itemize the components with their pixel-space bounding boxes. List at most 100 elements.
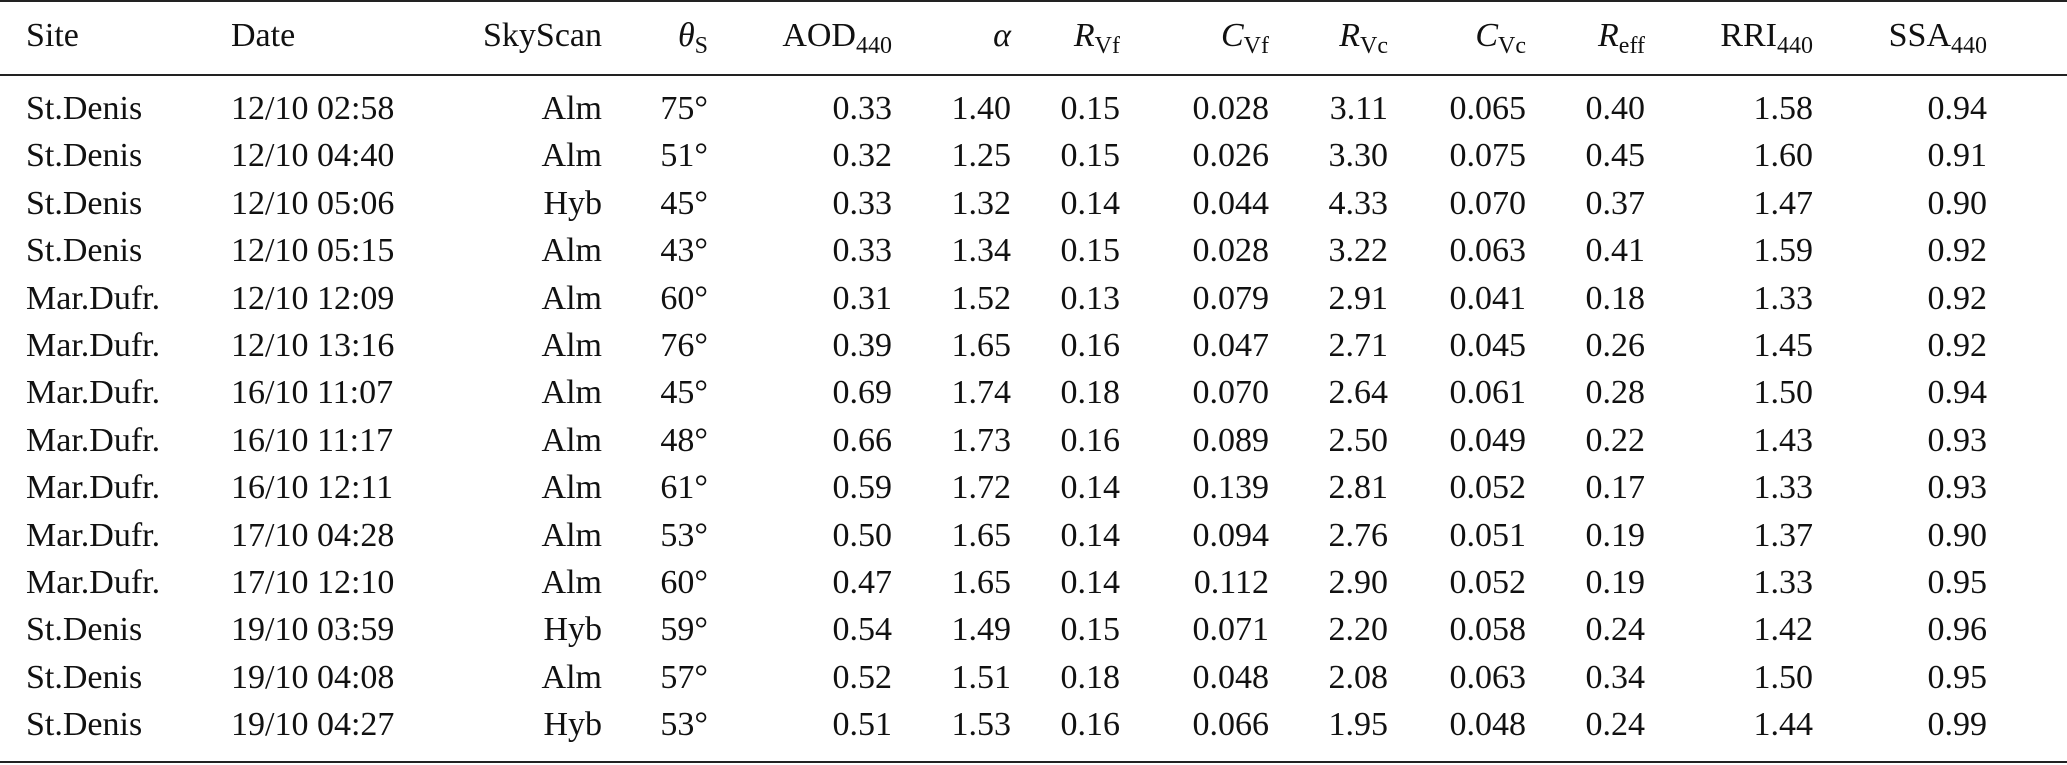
table-cell: 1.73 (951, 421, 1012, 459)
table-cell: 0.041 (1449, 279, 1527, 317)
table-cell: St.Denis (26, 184, 143, 222)
table-cell: 0.90 (1927, 516, 1988, 554)
table-cell: 1.33 (1753, 279, 1814, 317)
table-cell: 3.30 (1328, 137, 1389, 175)
table-cell: 76° (660, 327, 708, 364)
header-cell: α (993, 16, 1011, 56)
table-cell: St.Denis (26, 137, 143, 175)
table-cell: 1.50 (1753, 374, 1814, 412)
table-cell: 0.19 (1585, 564, 1646, 601)
table-cell: 0.15 (1060, 137, 1121, 175)
header-cell: Date (231, 16, 295, 56)
table-cell: 0.45 (1585, 137, 1646, 175)
header-subscript: Vc (1498, 33, 1526, 59)
table-cell: 0.95 (1927, 564, 1988, 601)
table-cell: St.Denis (26, 706, 143, 744)
table-cell: 0.049 (1449, 421, 1527, 459)
table-cell: 0.028 (1192, 90, 1270, 127)
header-text: SkyScan (483, 17, 602, 54)
table-cell: 12/10 12:09 (231, 279, 395, 317)
table-cell: 2.08 (1328, 658, 1389, 696)
table-cell: 0.93 (1927, 469, 1988, 507)
table-cell: 1.45 (1753, 327, 1814, 364)
table-cell: St.Denis (26, 658, 143, 696)
table-cell: 0.99 (1927, 706, 1988, 744)
table-cell: St.Denis (26, 232, 143, 270)
table-cell: 0.33 (832, 90, 893, 127)
table-cell: 0.19 (1585, 516, 1646, 554)
table-cell: 0.90 (1927, 184, 1988, 222)
header-text: RRI (1720, 17, 1777, 54)
header-cell: CVc (1475, 16, 1526, 59)
table-cell: 0.28 (1585, 374, 1646, 412)
table-cell: 0.028 (1192, 232, 1270, 270)
table-cell: 0.071 (1192, 611, 1270, 649)
table-cell: 0.079 (1192, 279, 1270, 317)
table-cell: 0.50 (832, 516, 893, 554)
table-cell: 0.14 (1060, 184, 1121, 222)
table-cell: 0.24 (1585, 706, 1646, 744)
table-cell: 45° (660, 184, 708, 222)
table-cell: 0.061 (1449, 374, 1527, 412)
table-cell: 0.052 (1449, 564, 1527, 601)
table-cell: 1.37 (1753, 516, 1814, 554)
table-cell: 1.72 (951, 469, 1012, 507)
header-text: α (993, 17, 1011, 54)
table-cell: Mar.Dufr. (26, 421, 161, 459)
table-cell: 16/10 11:17 (231, 421, 394, 459)
table-cell: 1.52 (951, 279, 1012, 317)
table-cell: 0.14 (1060, 516, 1121, 554)
header-text: SSA (1888, 17, 1951, 54)
table-cell: 0.063 (1449, 658, 1527, 696)
table-cell: St.Denis (26, 90, 143, 127)
table-cell: 0.95 (1927, 658, 1988, 696)
table-cell: 0.063 (1449, 232, 1527, 270)
table-cell: 53° (660, 516, 708, 554)
table-cell: 17/10 12:10 (231, 564, 395, 601)
table-cell: 16/10 11:07 (231, 374, 394, 412)
header-cell: CVf (1221, 16, 1269, 59)
table-cell: 0.52 (832, 658, 893, 696)
table-cell: 61° (660, 469, 708, 507)
table-cell: 0.047 (1192, 327, 1270, 364)
table-cell: Mar.Dufr. (26, 516, 161, 554)
table-cell: 19/10 03:59 (231, 611, 395, 649)
header-subscript: Vf (1094, 33, 1120, 59)
header-text: R (1073, 17, 1095, 54)
table-cell: 0.070 (1192, 374, 1270, 412)
header-subscript: 440 (1777, 33, 1813, 59)
table-cell: 0.40 (1585, 90, 1646, 127)
table-cell: 0.13 (1060, 279, 1121, 317)
table-cell: 12/10 05:06 (231, 184, 395, 222)
header-text: R (1339, 17, 1361, 54)
table-cell: Hyb (543, 706, 602, 744)
table-cell: 19/10 04:08 (231, 658, 395, 696)
table-cell: 0.69 (832, 374, 893, 412)
table-cell: 1.51 (951, 658, 1012, 696)
table-cell: 1.95 (1328, 706, 1389, 744)
table-cell: 0.22 (1585, 421, 1646, 459)
table-cell: 59° (660, 611, 708, 649)
header-subscript: 440 (856, 33, 892, 59)
table-cell: 0.16 (1060, 706, 1121, 744)
table-cell: 0.33 (832, 232, 893, 270)
header-cell: RRI440 (1720, 16, 1813, 59)
table-cell: 1.50 (1753, 658, 1814, 696)
table-cell: 1.59 (1753, 232, 1814, 270)
table-cell: 0.66 (832, 421, 893, 459)
table-cell: 0.92 (1927, 327, 1988, 364)
header-subscript: Vf (1243, 33, 1269, 59)
table-cell: 12/10 05:15 (231, 232, 395, 270)
table-cell: 1.42 (1753, 611, 1814, 649)
header-cell: θS (678, 16, 708, 58)
table-cell: 0.16 (1060, 327, 1121, 364)
table-cell: 0.15 (1060, 232, 1121, 270)
table-cell: Alm (541, 469, 602, 507)
table-cell: St.Denis (26, 611, 143, 649)
table-cell: 0.058 (1449, 611, 1527, 649)
table-cell: 0.026 (1192, 137, 1270, 175)
table-cell: 0.052 (1449, 469, 1527, 507)
table-cell: 0.92 (1927, 232, 1988, 270)
table-cell: 12/10 02:58 (231, 90, 395, 127)
